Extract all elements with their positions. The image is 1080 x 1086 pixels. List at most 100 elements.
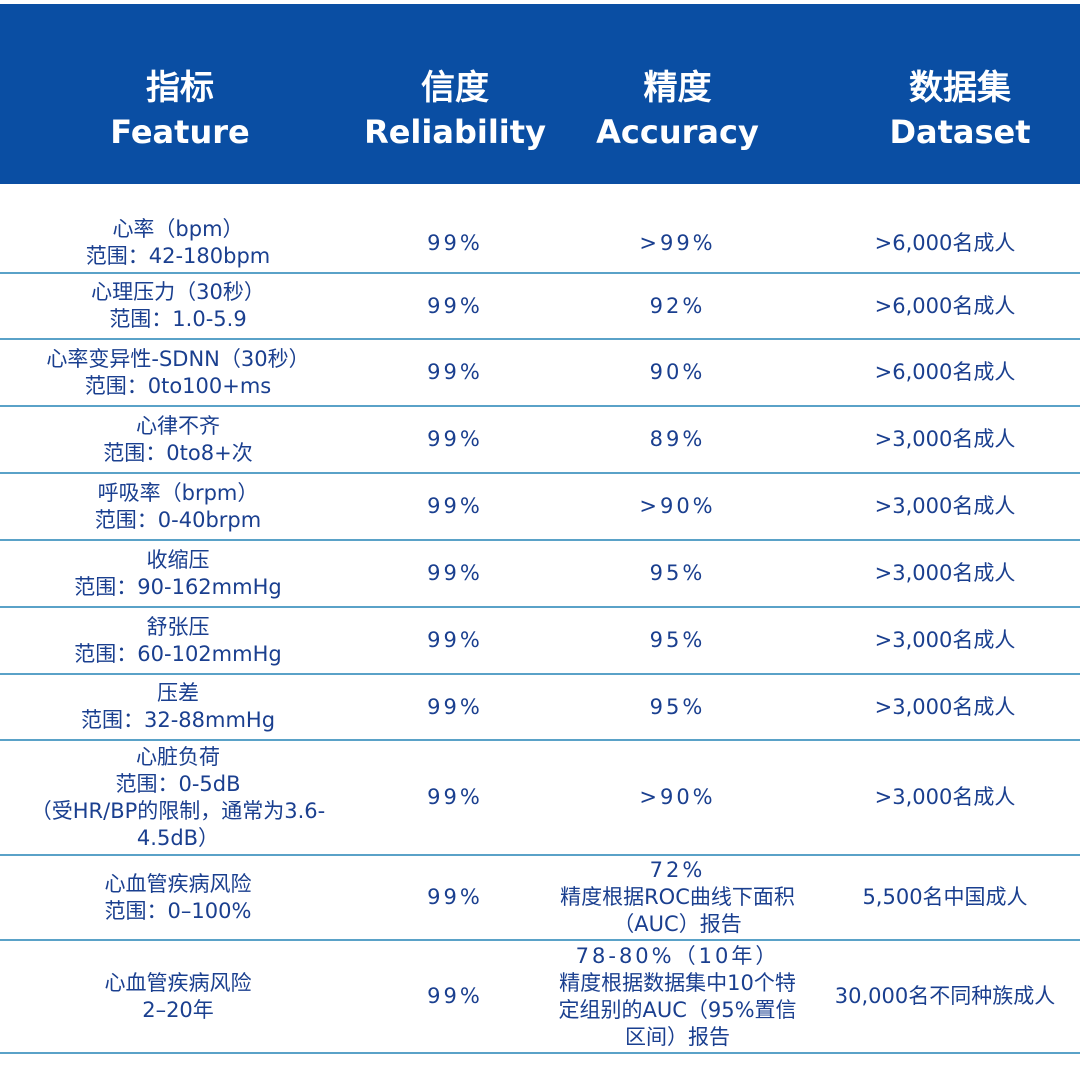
feature-cell: 心理压力（30秒） 范围：1.0-5.9 [0,274,356,338]
reliability-cell-line: 99% [427,628,483,652]
reliability-cell: 99% [340,608,570,673]
feature-cell-line: 范围：60-102mmHg [74,641,282,666]
feature-cell-line: 范围：90-162mmHg [74,574,282,599]
dataset-cell-line: >3,000名成人 [874,427,1016,451]
feature-cell-line: 心率变异性-SDNN（30秒） [46,346,310,371]
dataset-cell: 5,500名中国成人 [810,856,1080,939]
feature-cell-line: 范围：0to100+ms [84,373,272,398]
reliability-cell: 99% [340,675,570,739]
accuracy-cell-line: 95% [649,694,706,719]
reliability-cell: 99% [340,941,570,1052]
accuracy-cell-line: （AUC）报告 [613,912,742,936]
header-reliability-zh: 信度 [421,68,489,108]
accuracy-cell-line: 精度根据数据集中10个特 [559,970,796,995]
reliability-cell: 99% [340,407,570,472]
accuracy-cell: 92% [545,274,810,338]
accuracy-cell-line: 区间）报告 [625,1024,730,1049]
table-row: 心脏负荷 范围：0-5dB （受HR/BP的限制，通常为3.6- 4.5dB） 99% >… [0,741,1080,856]
feature-cell-line: 心律不齐 [136,413,220,438]
reliability-cell-line: 99% [427,494,483,518]
reliability-cell-line: 99% [427,694,483,719]
dataset-cell: >3,000名成人 [810,407,1080,472]
accuracy-cell: 72% 精度根据ROC曲线下面积 （AUC）报告 [545,856,810,939]
accuracy-cell: 95% [545,541,810,606]
feature-cell-line: 范围：32-88mmHg [80,708,276,732]
header-reliability-en: Reliability [364,113,546,151]
accuracy-cell: 78-80%（10年） 精度根据数据集中10个特 定组别的AUC（95%置信 区间）报… [545,941,810,1052]
dataset-cell: >6,000名成人 [810,340,1080,405]
accuracy-cell: 95% [545,608,810,673]
table-row: 压差范围：32-88mmHg 99% 95% >3,000名成人 [0,675,1080,741]
dataset-cell-line: >3,000名成人 [874,628,1016,652]
reliability-cell: 99% [340,340,570,405]
feature-cell: 心脏负荷 范围：0-5dB （受HR/BP的限制，通常为3.6- 4.5dB） [0,741,356,854]
accuracy-cell-line: 78-80%（10年） [575,943,780,968]
accuracy-cell-line: 90% [649,360,706,384]
table-row: 心理压力（30秒） 范围：1.0-5.9 99% 92% >6,000名成人 [0,274,1080,340]
header-accuracy-zh: 精度 [643,68,712,108]
accuracy-cell-line: 72% [649,858,706,882]
table-row: 呼吸率（brpm） 范围：0-40brpm 99% >90% >3,000名成人 [0,474,1080,541]
accuracy-cell-line: >90% [639,494,716,518]
feature-cell: 心血管疾病风险 范围：0–100% [0,856,356,939]
reliability-cell-line: 99% [427,293,483,318]
table-row: 心律不齐 范围：0to8+次 99% 89% >3,000名成人 [0,407,1080,474]
accuracy-cell: >90% [545,741,810,854]
dataset-cell-line: >3,000名成人 [874,694,1016,719]
table-row: 心血管疾病风险 2–20年 99% 78-80%（10年） 精度根据数据集中10个特 定组… [0,941,1080,1054]
header-accuracy-en: Accuracy [596,113,759,151]
feature-cell-line: 范围：1.0-5.9 [109,307,247,331]
feature-cell-line: 心理压力（30秒） [91,280,265,304]
dataset-cell: >3,000名成人 [810,675,1080,739]
feature-cell: 压差范围：32-88mmHg [0,675,356,739]
feature-cell-line: 2–20年 [142,997,214,1022]
reliability-cell: 99% [340,214,570,272]
reliability-cell: 99% [340,474,570,539]
header-dataset: 数据集 Dataset [840,66,1080,154]
accuracy-cell-line: 定组别的AUC（95%置信 [558,997,797,1022]
table-row: 心率（bpm） 范围：42-180bpm 99% >99% >6,000名成人 [0,214,1080,274]
dataset-cell: 30,000名不同种族成人 [810,941,1080,1052]
feature-cell: 心律不齐 范围：0to8+次 [0,407,356,472]
feature-cell-line: 压差 [157,681,199,705]
accuracy-cell-line: >90% [639,785,716,809]
dataset-cell-line: >6,000名成人 [874,293,1016,318]
feature-cell-line: 范围：0–100% [104,898,252,923]
header-accuracy: 精度 Accuracy [560,66,795,154]
reliability-cell: 99% [340,741,570,854]
table-row: 心血管疾病风险 范围：0–100% 99% 72% 精度根据ROC曲线下面积 （AUC）报… [0,856,1080,941]
accuracy-cell-line: 95% [649,628,706,652]
feature-cell-line: 收缩压 [146,547,210,572]
reliability-cell: 99% [340,274,570,338]
table-row: 舒张压 范围：60-102mmHg 99% 95% >3,000名成人 [0,608,1080,675]
feature-cell: 舒张压 范围：60-102mmHg [0,608,356,673]
feature-cell-line: 4.5dB） [136,825,220,850]
reliability-cell-line: 99% [427,230,483,255]
reliability-cell: 99% [340,856,570,939]
accuracy-cell-line: 92% [649,293,706,318]
feature-cell-line: 范围：0-40brpm [94,507,262,532]
accuracy-cell: >99% [545,214,810,272]
header-feature-en: Feature [110,113,250,151]
dataset-cell-line: >6,000名成人 [874,230,1016,255]
dataset-cell-line: >6,000名成人 [874,360,1016,384]
table-row: 收缩压 范围：90-162mmHg 99% 95% >3,000名成人 [0,541,1080,608]
dataset-cell: >6,000名成人 [810,214,1080,272]
feature-cell-line: 心血管疾病风险 [104,970,252,995]
dataset-cell: >3,000名成人 [810,474,1080,539]
header-dataset-zh: 数据集 [909,68,1011,108]
dataset-cell-line: 5,500名中国成人 [862,885,1028,909]
header-feature: 指标 Feature [60,66,300,154]
header-feature-zh: 指标 [146,68,214,108]
feature-cell: 心率（bpm） 范围：42-180bpm [0,214,356,272]
dataset-cell-line: >3,000名成人 [874,494,1016,518]
feature-cell-line: 范围：42-180bpm [85,244,271,268]
accuracy-cell: 89% [545,407,810,472]
feature-cell: 呼吸率（brpm） 范围：0-40brpm [0,474,356,539]
reliability-cell-line: 99% [427,561,483,585]
dataset-cell-line: 30,000名不同种族成人 [834,984,1056,1008]
dataset-cell-line: >3,000名成人 [874,785,1016,809]
reliability-cell-line: 99% [427,785,483,809]
table-row: 心率变异性-SDNN（30秒） 范围：0to100+ms 99% 90% >6,000名… [0,340,1080,407]
